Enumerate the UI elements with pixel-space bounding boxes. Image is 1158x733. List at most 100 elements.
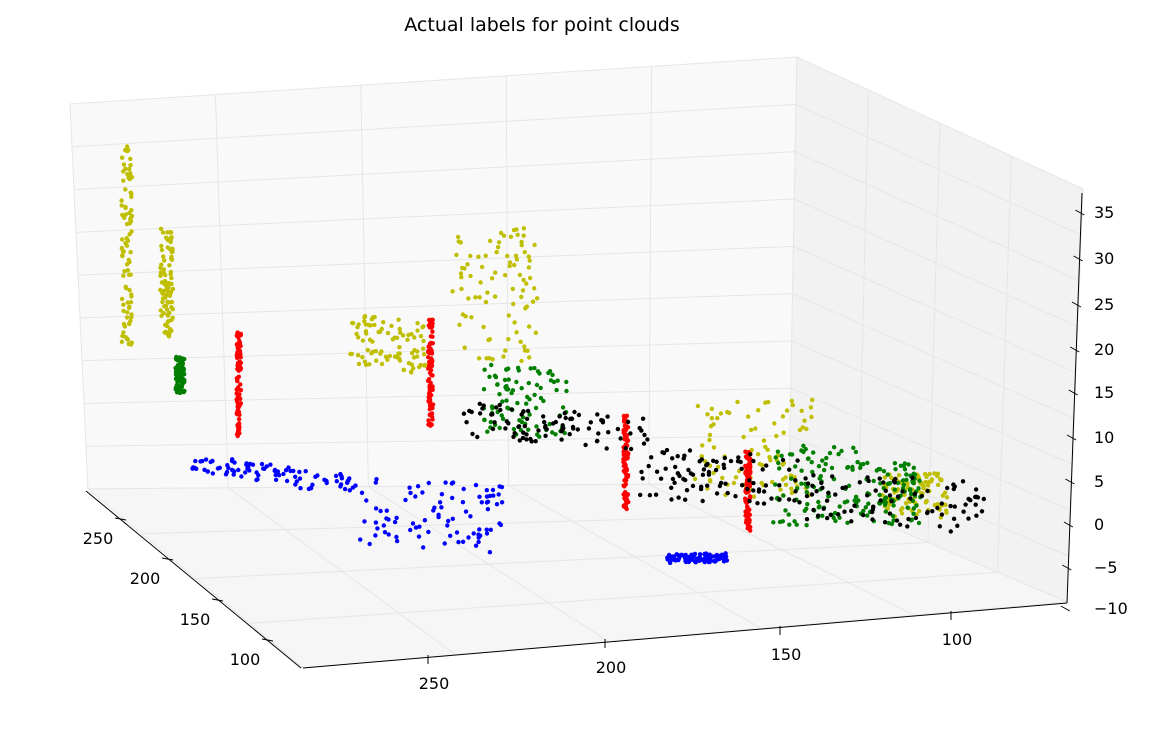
point	[454, 530, 460, 535]
point	[904, 472, 909, 477]
point	[925, 488, 930, 494]
point	[443, 480, 448, 485]
point	[497, 392, 502, 397]
point	[670, 476, 676, 482]
point	[422, 363, 428, 368]
point	[462, 266, 467, 271]
point	[745, 486, 750, 492]
point	[409, 370, 414, 375]
point	[515, 232, 520, 237]
point	[711, 458, 716, 463]
point	[751, 458, 756, 464]
point	[649, 455, 654, 460]
point	[824, 498, 830, 503]
point	[477, 411, 483, 416]
point	[239, 474, 244, 479]
point	[700, 472, 706, 477]
point	[842, 500, 847, 505]
point	[935, 473, 940, 479]
point	[127, 166, 132, 172]
point	[460, 500, 466, 505]
point	[925, 510, 930, 516]
point	[398, 330, 403, 335]
point	[499, 413, 504, 418]
point	[909, 491, 914, 497]
point	[586, 426, 592, 431]
point	[916, 520, 922, 526]
point	[519, 243, 524, 248]
point	[506, 337, 511, 342]
point	[123, 187, 128, 192]
point	[125, 310, 130, 315]
point	[247, 468, 252, 473]
point	[738, 459, 743, 465]
point	[501, 233, 507, 238]
z-tick-label: 25	[1094, 295, 1114, 314]
point	[851, 445, 856, 450]
point	[127, 272, 132, 277]
point	[892, 461, 898, 466]
point	[618, 436, 623, 441]
point	[687, 448, 693, 453]
point	[120, 237, 125, 242]
point	[524, 416, 530, 421]
z-tick	[1063, 521, 1074, 528]
point	[852, 503, 857, 508]
point	[480, 406, 485, 411]
point	[347, 488, 352, 493]
point	[421, 352, 427, 357]
point	[571, 426, 576, 431]
point	[507, 260, 513, 265]
point	[530, 299, 536, 304]
point	[825, 515, 830, 521]
point	[407, 485, 412, 490]
point	[536, 428, 541, 433]
point	[725, 490, 730, 496]
grid-line	[79, 293, 793, 319]
point	[919, 493, 925, 499]
point	[528, 366, 533, 371]
point	[432, 505, 437, 510]
point	[883, 488, 888, 493]
point	[353, 483, 358, 488]
point	[878, 498, 883, 503]
point	[804, 506, 809, 511]
point	[429, 411, 435, 416]
point	[401, 367, 407, 373]
point	[747, 478, 752, 483]
point	[861, 508, 866, 514]
point	[795, 458, 800, 463]
point	[122, 269, 127, 274]
point	[164, 307, 170, 312]
point	[543, 433, 548, 438]
point	[420, 490, 425, 495]
point	[855, 459, 860, 465]
point	[621, 413, 627, 419]
point	[628, 446, 634, 452]
point	[669, 554, 675, 559]
point	[699, 454, 704, 459]
z-tick-label: 35	[1094, 203, 1114, 222]
point	[794, 522, 799, 527]
point	[492, 420, 497, 425]
point	[576, 412, 582, 418]
point	[476, 535, 481, 540]
point	[777, 519, 783, 525]
point	[450, 480, 456, 485]
point	[944, 495, 950, 500]
point	[397, 351, 402, 356]
point	[456, 539, 461, 545]
point	[505, 405, 510, 410]
point	[640, 476, 645, 481]
point	[165, 312, 170, 317]
point	[439, 505, 444, 510]
point	[790, 402, 795, 408]
point	[559, 437, 564, 442]
point	[273, 472, 278, 478]
point	[165, 324, 170, 329]
point	[787, 467, 792, 472]
point	[272, 468, 277, 473]
point	[690, 483, 696, 489]
point	[163, 295, 168, 300]
point	[820, 513, 825, 518]
